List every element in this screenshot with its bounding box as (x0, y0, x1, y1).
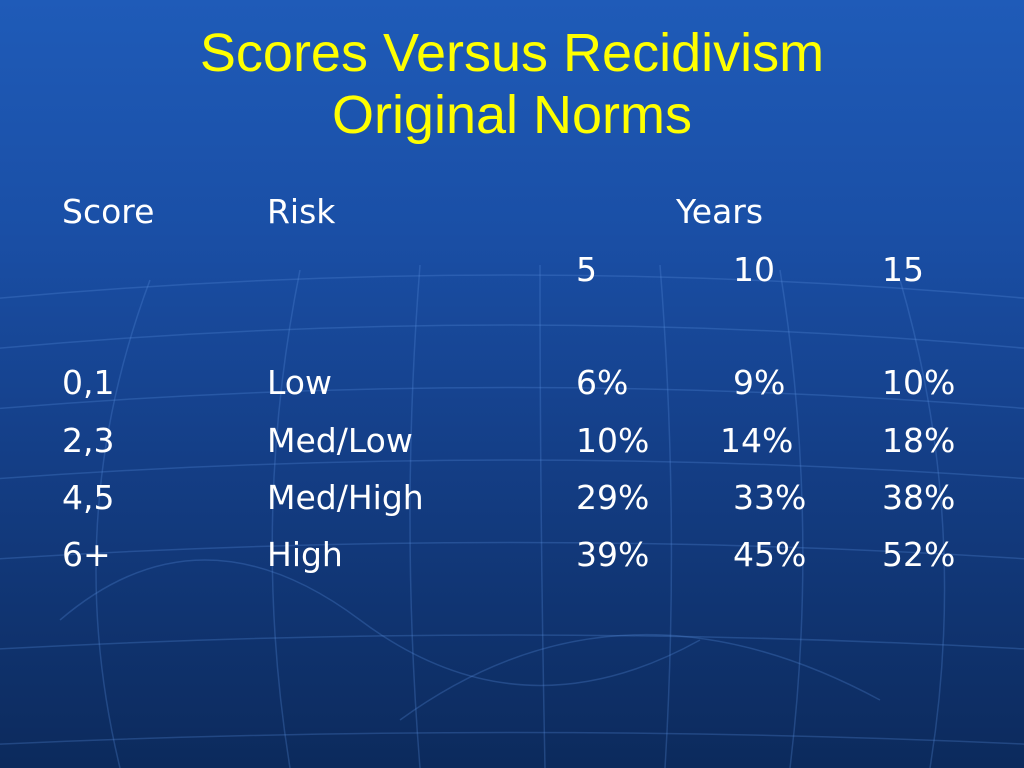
header-year-15: 15 (882, 250, 924, 289)
table-cell-year-15: 38% (882, 478, 956, 517)
slide-title-line1: Scores Versus Recidivism (199, 23, 825, 83)
header-year-10: 10 (733, 250, 775, 289)
header-years: Years (676, 192, 764, 231)
table-cell-year-5: 29% (576, 478, 650, 517)
header-year-5: 5 (576, 250, 597, 289)
header-risk: Risk (267, 192, 336, 231)
table-cell-year-15: 52% (882, 535, 956, 574)
table-cell-year-5: 39% (576, 535, 650, 574)
table-cell-year-10: 33% (733, 478, 807, 517)
table-cell-year-10: 45% (733, 535, 807, 574)
table-cell-score: 6+ (62, 535, 111, 574)
table-cell-year-10: 9% (733, 363, 786, 402)
slide-title: Scores Versus Recidivism Original Norms (0, 22, 1024, 146)
table-cell-score: 2,3 (62, 421, 115, 460)
table-cell-risk: Med/High (267, 478, 424, 517)
table-cell-year-10: 14% (720, 421, 794, 460)
table-cell-risk: Low (267, 363, 332, 402)
table-cell-score: 0,1 (62, 363, 115, 402)
table-cell-risk: Med/Low (267, 421, 413, 460)
header-score: Score (62, 192, 155, 231)
table-cell-risk: High (267, 535, 343, 574)
table-cell-year-15: 10% (882, 363, 956, 402)
table-cell-year-5: 10% (576, 421, 650, 460)
slide-title-line2: Original Norms (331, 85, 693, 145)
table-cell-score: 4,5 (62, 478, 115, 517)
table-cell-year-5: 6% (576, 363, 629, 402)
table-cell-year-15: 18% (882, 421, 956, 460)
